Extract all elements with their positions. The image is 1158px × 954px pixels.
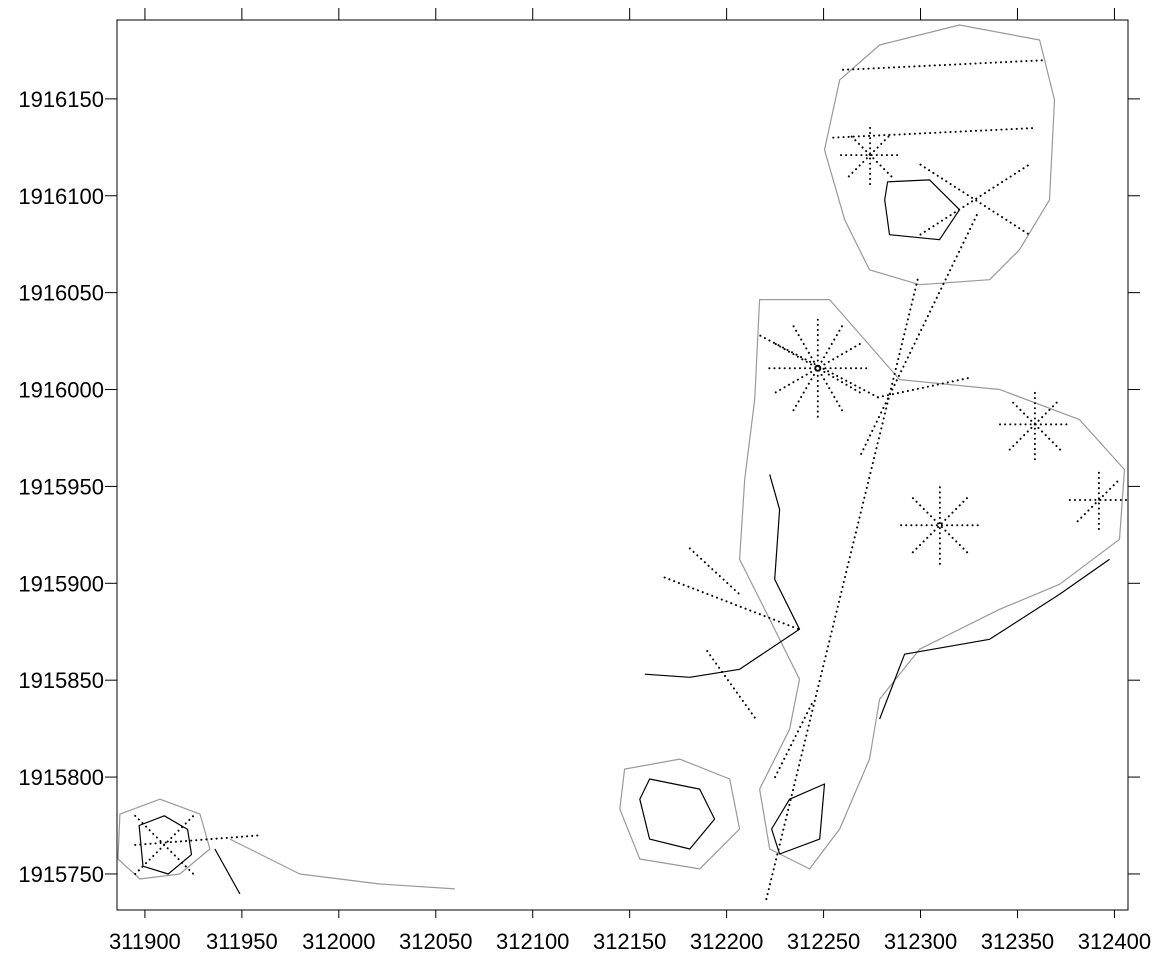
x-tick-label: 312300 [884, 929, 957, 954]
y-tick-label: 1915800 [18, 765, 104, 790]
y-tick-label: 1916100 [18, 184, 104, 209]
contour-line [118, 799, 210, 879]
survey-transect [1078, 479, 1121, 522]
survey-transect [775, 700, 814, 778]
contour-line [139, 816, 191, 874]
contour-line [230, 839, 455, 889]
y-tick-label: 1915750 [18, 862, 104, 887]
contour-line [885, 180, 960, 240]
survey-transect [135, 835, 261, 845]
survey-transect [921, 165, 1030, 235]
contour-line [645, 474, 800, 677]
contour-line [825, 25, 1055, 285]
survey-transect [707, 651, 756, 719]
y-tick-label: 1915900 [18, 571, 104, 596]
contour-line [215, 849, 240, 894]
x-tick-label: 312350 [981, 929, 1054, 954]
y-tick-label: 1915950 [18, 474, 104, 499]
survey-transect [843, 60, 1047, 70]
survey-transect [135, 816, 193, 874]
x-tick-label: 312400 [1078, 929, 1151, 954]
chart: 311900 311950 312000 312050 312100 312150 3122… [0, 0, 1158, 954]
contour-line [772, 784, 825, 854]
contour-line [640, 779, 715, 849]
contour-line [620, 759, 740, 869]
survey-transect [690, 548, 740, 595]
survey-transect [665, 578, 801, 630]
x-tick-label: 312150 [593, 929, 666, 954]
contour-line [880, 559, 1110, 719]
y-tick-label: 1916050 [18, 281, 104, 306]
y-tick-label: 1916150 [18, 87, 104, 112]
survey-transect [878, 378, 969, 397]
x-tick-label: 312100 [496, 929, 569, 954]
y-tick-label: 1916000 [18, 378, 104, 403]
survey-transect [860, 215, 976, 455]
y-tick-label: 1915850 [18, 668, 104, 693]
x-tick-label: 312200 [690, 929, 763, 954]
x-tick-label: 312050 [399, 929, 472, 954]
x-tick-label: 312250 [787, 929, 860, 954]
survey-transect [833, 128, 1037, 138]
survey-transect [921, 165, 1030, 235]
x-tick-label: 312000 [302, 929, 375, 954]
survey-transect [765, 280, 917, 903]
x-tick-label: 311950 [206, 929, 278, 954]
x-tick-label: 311900 [109, 929, 181, 954]
plot-frame [117, 20, 1128, 910]
page: {"chart_data": { "type": "contour", "xli… [0, 0, 1158, 954]
